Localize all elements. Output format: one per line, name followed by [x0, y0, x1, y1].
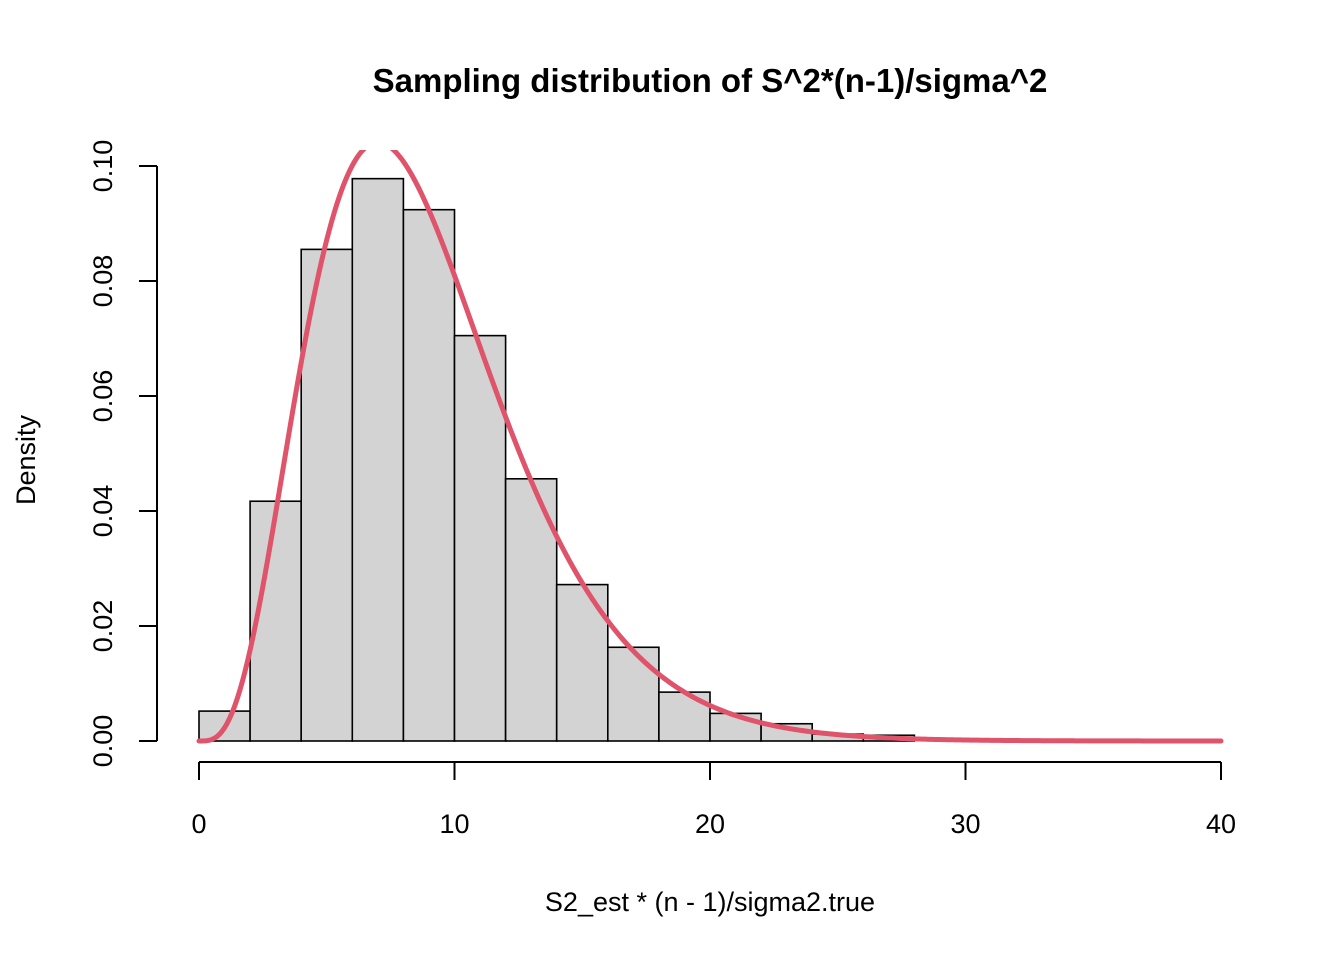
- histogram-bars: [198, 177, 916, 742]
- x-tick-label: 30: [950, 809, 980, 839]
- x-tick-label: 0: [191, 809, 206, 839]
- y-tick-label: 0.10: [88, 140, 118, 193]
- histogram-bar: [606, 646, 660, 742]
- x-tick-label: 20: [695, 809, 725, 839]
- y-tick-label: 0.02: [88, 600, 118, 653]
- y-tick-label: 0.08: [88, 255, 118, 308]
- histogram-bar: [351, 177, 405, 742]
- y-tick-label: 0.04: [88, 485, 118, 538]
- y-tick-label: 0.00: [88, 715, 118, 768]
- density-curve: [196, 150, 1224, 744]
- histogram-bar: [402, 208, 456, 742]
- y-axis-label: Density: [11, 414, 41, 505]
- chart-title: Sampling distribution of S^2*(n-1)/sigma…: [373, 62, 1048, 99]
- histogram-bar: [198, 710, 251, 742]
- density-curve-layer: [196, 150, 1224, 744]
- x-tick-label: 10: [439, 809, 469, 839]
- y-tick-label: 0.06: [88, 370, 118, 423]
- y-axis: 0.00 0.02 0.04 0.06 0.08 0.10: [88, 140, 158, 768]
- x-axis-label: S2_est * (n - 1)/sigma2.true: [545, 887, 875, 917]
- x-tick-label: 40: [1206, 809, 1236, 839]
- x-axis: 0 10 20 30 40: [191, 761, 1236, 839]
